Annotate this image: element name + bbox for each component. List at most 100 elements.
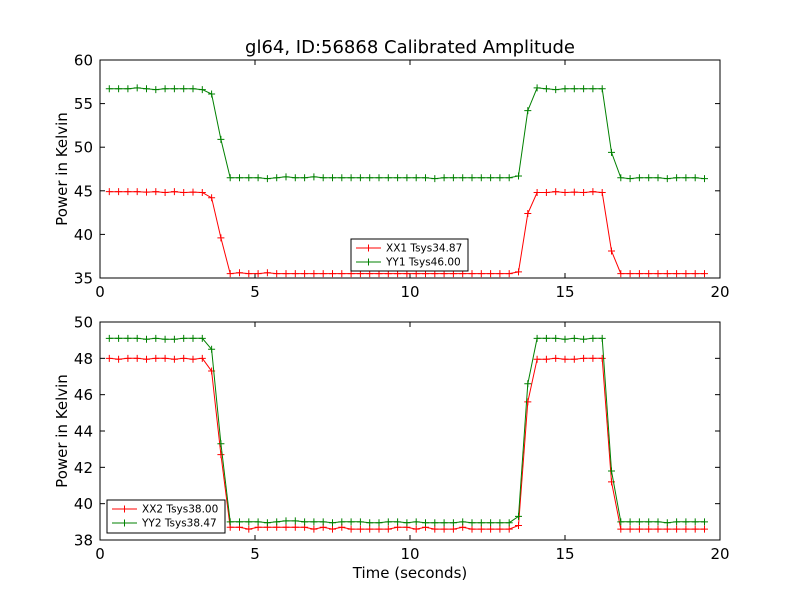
data-point <box>124 334 132 342</box>
data-point <box>449 525 457 533</box>
data-point <box>236 518 243 526</box>
data-point <box>356 525 364 533</box>
data-point <box>384 525 392 533</box>
y-tick-label: 42 <box>74 459 93 477</box>
data-point <box>180 189 188 197</box>
data-point <box>161 85 169 93</box>
data-point <box>143 85 150 93</box>
data-point <box>133 84 141 92</box>
data-point <box>422 519 429 527</box>
y-axis-label: Power in Kelvin <box>53 112 71 226</box>
data-point <box>226 174 234 182</box>
data-point <box>515 512 522 520</box>
data-point <box>617 518 625 526</box>
data-point <box>198 334 206 342</box>
data-point <box>533 355 541 363</box>
data-point <box>366 525 374 533</box>
data-point <box>170 335 178 343</box>
data-point <box>347 174 355 182</box>
data-point <box>552 334 560 342</box>
data-point <box>654 518 662 526</box>
data-point <box>663 525 671 533</box>
data-point <box>291 174 299 182</box>
data-point <box>245 525 253 533</box>
data-point <box>645 518 653 526</box>
data-point <box>580 189 588 197</box>
data-point <box>468 519 476 527</box>
data-point <box>701 518 708 526</box>
data-point <box>291 517 299 525</box>
data-point <box>189 355 197 363</box>
data-point <box>570 85 578 93</box>
data-point <box>105 354 113 362</box>
y-tick-label: 50 <box>74 314 93 332</box>
data-point <box>542 334 550 342</box>
data-point <box>422 174 429 182</box>
x-tick-label: 20 <box>710 545 729 563</box>
data-point <box>124 85 132 93</box>
data-point <box>487 525 495 533</box>
legend-marker <box>365 244 372 252</box>
data-point <box>412 525 420 533</box>
data-point <box>626 175 634 183</box>
data-point <box>338 174 346 182</box>
data-point <box>394 518 402 526</box>
data-point <box>570 334 578 342</box>
data-point <box>254 518 262 526</box>
x-axis-label: Time (seconds) <box>352 564 468 582</box>
data-point <box>626 525 634 533</box>
y-tick-label: 46 <box>74 386 93 404</box>
data-point <box>468 525 476 533</box>
data-point <box>561 335 569 343</box>
data-point <box>608 148 615 156</box>
data-point <box>282 523 290 531</box>
x-tick-label: 0 <box>95 283 105 301</box>
data-point <box>691 518 699 526</box>
data-point <box>245 174 253 182</box>
data-point <box>170 188 178 196</box>
data-point <box>375 519 383 527</box>
data-point <box>459 174 467 182</box>
data-point <box>245 270 253 278</box>
data-point <box>654 525 662 533</box>
data-point <box>329 519 336 527</box>
data-point <box>589 334 597 342</box>
bottom-plot: 0 5 10 15 20 38 40 42 44 46 48 50 Power in Kelvin Tim… <box>53 314 730 583</box>
data-point <box>561 189 569 197</box>
data-point <box>598 354 606 362</box>
y-axis-label: Power in Kelvin <box>53 374 71 488</box>
data-point <box>635 525 643 533</box>
data-point <box>691 174 699 182</box>
data-point <box>542 85 550 93</box>
data-point <box>477 270 485 278</box>
data-point <box>133 334 141 342</box>
y-tick-label: 44 <box>74 423 93 441</box>
data-point <box>542 189 550 197</box>
data-point <box>198 189 206 197</box>
x-tick-label: 15 <box>555 283 574 301</box>
data-point <box>440 174 448 182</box>
data-point <box>208 90 216 98</box>
data-point <box>663 175 671 183</box>
data-point <box>635 518 643 526</box>
data-point <box>347 525 355 533</box>
data-point <box>589 85 597 93</box>
data-point <box>124 354 132 362</box>
data-point <box>505 270 513 278</box>
data-point <box>412 518 420 526</box>
data-point <box>468 174 476 182</box>
data-point <box>301 174 309 182</box>
legend-marker <box>121 505 128 513</box>
data-point <box>673 270 681 278</box>
data-point <box>496 270 504 278</box>
data-point <box>654 270 662 278</box>
data-point <box>431 175 439 183</box>
data-point <box>180 354 188 362</box>
data-point <box>356 174 364 182</box>
data-point <box>682 518 690 526</box>
data-point <box>263 269 271 277</box>
data-point <box>161 335 169 343</box>
figure-title: gl64, ID:56868 Calibrated Amplitude <box>245 37 575 58</box>
data-point <box>161 189 169 197</box>
data-point <box>105 188 113 196</box>
